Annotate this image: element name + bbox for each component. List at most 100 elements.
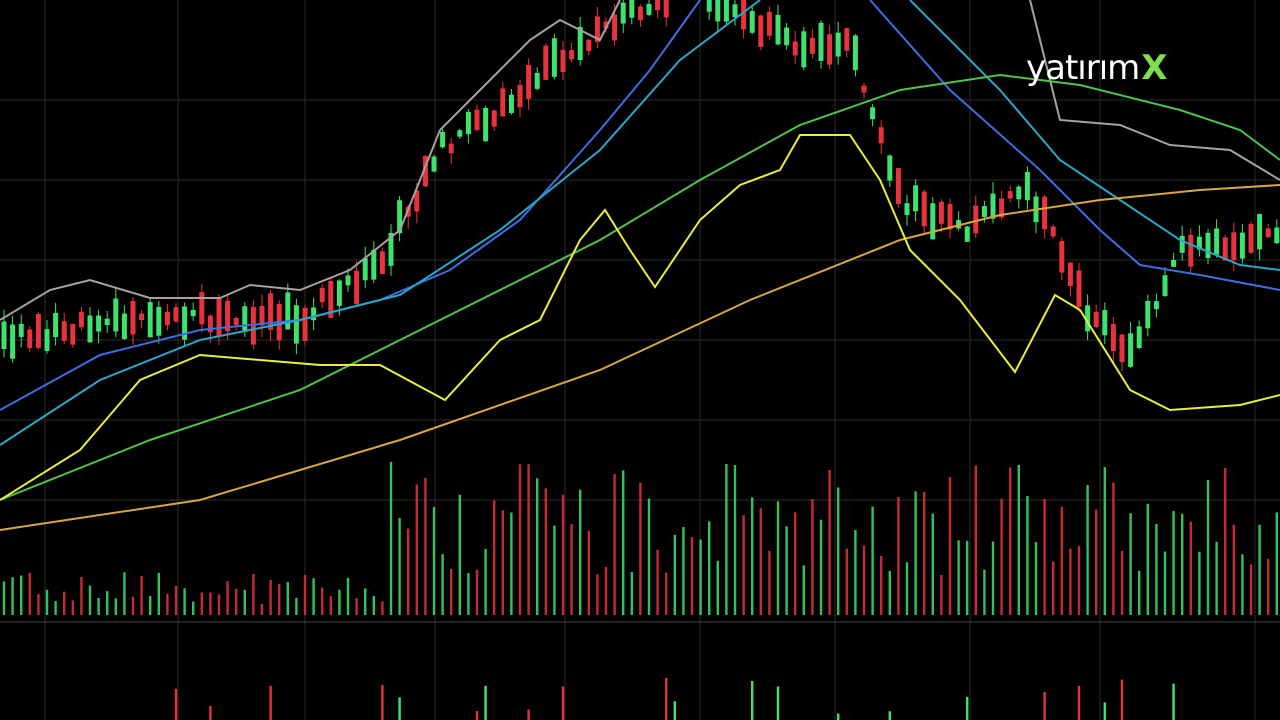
candle-body	[1102, 310, 1108, 336]
volume-bar	[389, 461, 393, 615]
logo-mark: X	[1141, 48, 1167, 88]
candle-body	[173, 307, 179, 322]
volume-bar	[518, 464, 522, 615]
volume-bar	[1249, 564, 1253, 615]
candle-body	[1128, 333, 1134, 367]
candle-body	[1093, 311, 1099, 328]
volume-bar	[1172, 683, 1175, 720]
candle-body	[706, 0, 712, 12]
candle-body	[930, 203, 936, 240]
volume-bar	[235, 588, 238, 615]
candle-body	[792, 41, 798, 56]
candle-body	[182, 306, 188, 340]
volume-bar	[630, 572, 633, 615]
volume-bar	[974, 465, 977, 615]
volume-bar	[811, 499, 814, 615]
candle-body	[947, 203, 953, 230]
candle-body	[1085, 305, 1091, 332]
candle-body	[371, 249, 377, 280]
candle-body	[1024, 171, 1030, 201]
volume-bar	[269, 579, 272, 615]
volume-bar	[1232, 524, 1235, 615]
candle-body	[440, 131, 446, 148]
candle-body	[835, 32, 841, 57]
candle-body	[646, 3, 652, 15]
volume-bar	[243, 589, 246, 615]
candle-body	[483, 107, 489, 142]
volume-bar	[329, 596, 332, 615]
volume-bar	[561, 494, 565, 615]
candle-body	[1136, 326, 1142, 349]
volume-bar	[1026, 496, 1029, 615]
brand-logo: yatırımX	[1026, 48, 1168, 88]
volume-bar	[441, 554, 444, 615]
candle-body	[508, 94, 514, 114]
candle-body	[775, 14, 781, 45]
volume-bar	[931, 513, 934, 615]
volume-bar	[1138, 570, 1141, 615]
candle-body	[10, 324, 16, 359]
candle-body	[1179, 235, 1185, 253]
volume-bar	[1155, 524, 1158, 615]
candle-body	[61, 321, 67, 341]
candle-body	[431, 156, 437, 172]
candle-body	[655, 0, 661, 11]
volume-bar	[665, 572, 668, 615]
candle-body	[35, 313, 41, 348]
candle-body	[663, 0, 669, 18]
ma-line	[0, 184, 1280, 531]
volume-bar	[1181, 513, 1184, 615]
candle-body	[233, 317, 239, 325]
candle-body	[491, 110, 497, 127]
volume-bar	[260, 603, 264, 615]
volume-bar	[510, 512, 513, 615]
candle-body	[27, 329, 33, 348]
volume-bar	[20, 575, 23, 615]
candle-body	[534, 72, 540, 89]
ma-line	[869, 0, 1280, 291]
candle-body	[887, 155, 893, 181]
volume-bar	[544, 488, 547, 615]
candle-body	[603, 21, 609, 29]
logo-text: yatırım	[1026, 48, 1140, 88]
volume-bar	[1052, 561, 1055, 615]
candle-body	[1059, 241, 1065, 273]
candle-body	[973, 205, 979, 234]
candle-body	[1162, 275, 1168, 297]
volume-bar	[527, 464, 530, 615]
candle-body	[913, 185, 919, 212]
candle-body	[422, 155, 428, 187]
candle-body	[44, 329, 50, 352]
candle-body	[336, 280, 342, 306]
volume-bar	[768, 550, 771, 615]
candle-body	[844, 28, 850, 51]
volume-bar	[346, 577, 350, 615]
candle-body	[1042, 196, 1048, 230]
candle-body	[827, 34, 833, 65]
volume-bar	[1034, 542, 1038, 615]
volume-bar	[295, 597, 298, 615]
candle-body	[139, 313, 145, 321]
candle-body	[577, 26, 583, 61]
volume-bar	[699, 539, 702, 615]
candle-body	[207, 315, 213, 333]
candle-body	[1222, 237, 1228, 261]
volume-bar	[923, 491, 926, 615]
candle-body	[723, 0, 729, 22]
candle-body	[78, 311, 84, 328]
volume-bar	[819, 519, 823, 615]
candle-body	[1076, 270, 1082, 307]
volume-bar	[802, 565, 805, 615]
volume-bar	[1112, 482, 1115, 615]
candle-body	[1153, 301, 1159, 310]
candle-body	[1265, 228, 1271, 238]
volume-bar	[1043, 498, 1046, 615]
candle-body	[354, 270, 360, 304]
volume-bar	[398, 517, 401, 615]
volume-bar	[80, 576, 83, 615]
volume-bar	[2, 581, 6, 615]
volume-bar	[458, 494, 461, 615]
candle-body	[379, 251, 385, 275]
candle-body	[1214, 228, 1220, 255]
